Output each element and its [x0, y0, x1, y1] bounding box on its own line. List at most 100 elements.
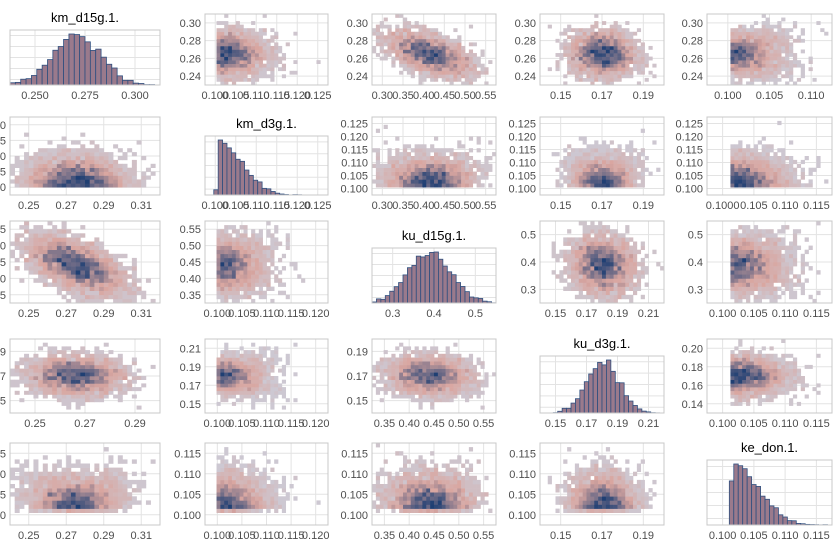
density-cell — [730, 401, 735, 406]
density-cell — [251, 405, 256, 410]
density-cell — [746, 245, 751, 250]
density-cell — [108, 278, 114, 283]
density-cell — [773, 38, 778, 43]
density-cell — [379, 21, 384, 25]
density-cell — [746, 225, 751, 230]
density-cell — [609, 56, 614, 61]
density-cell — [804, 383, 809, 388]
density-cell — [617, 237, 622, 242]
density-cell — [216, 364, 221, 369]
density-cell — [414, 346, 419, 351]
x-tick-label: 0.25 — [18, 200, 39, 212]
density-cell — [605, 237, 611, 242]
density-cell — [220, 278, 225, 283]
density-cell — [235, 45, 240, 50]
density-cell — [765, 394, 770, 399]
density-cell — [80, 398, 86, 403]
density-cell — [270, 350, 275, 355]
x-tick-label: 0.17 — [591, 200, 612, 212]
density-cell — [430, 357, 435, 362]
density-cell — [633, 60, 638, 64]
density-cell — [769, 24, 774, 29]
density-cell — [769, 245, 774, 250]
density-cell — [387, 159, 392, 165]
density-cell — [629, 294, 634, 300]
panel-border — [706, 13, 833, 86]
density-cell — [476, 167, 481, 172]
histogram-bar — [52, 49, 59, 86]
density-cell — [777, 286, 782, 291]
density-cell — [472, 42, 477, 47]
density-cell — [757, 45, 762, 50]
density-cell — [621, 262, 626, 267]
density-cell — [391, 167, 396, 172]
density-cell — [61, 136, 67, 141]
x-tick-label: 0.30 — [372, 200, 393, 212]
density-cell — [629, 249, 634, 255]
density-cell — [574, 42, 580, 47]
density-cell — [418, 179, 423, 184]
density-cell — [239, 398, 244, 403]
density-cell — [742, 31, 747, 36]
density-cell — [777, 156, 782, 161]
density-cell — [410, 387, 415, 392]
density-cell — [52, 171, 58, 176]
density-cell — [734, 233, 739, 238]
density-cell — [216, 28, 221, 33]
density-cell — [243, 368, 248, 373]
density-cell — [266, 45, 271, 50]
density-cell — [480, 383, 485, 388]
density-cell — [800, 38, 805, 43]
density-cell — [594, 241, 599, 246]
density-cell — [399, 379, 404, 384]
density-cell — [266, 49, 271, 54]
density-cell — [468, 167, 474, 172]
density-cell — [640, 53, 645, 57]
density-cell — [449, 45, 454, 50]
density-cell — [742, 266, 747, 271]
density-cell — [14, 159, 20, 165]
density-cell — [586, 245, 591, 250]
density-cell — [239, 28, 244, 33]
density-cell — [753, 183, 759, 188]
density-cell — [422, 179, 427, 184]
density-cell — [742, 361, 747, 366]
density-cell — [457, 74, 462, 79]
density-cell — [136, 140, 142, 145]
density-cell — [262, 294, 267, 300]
density-cell — [239, 357, 244, 362]
density-cell — [52, 270, 58, 275]
density-cell — [131, 372, 137, 377]
density-cell — [19, 379, 25, 384]
density-cell — [38, 148, 44, 153]
density-cell — [262, 249, 267, 255]
density-cell — [281, 405, 287, 410]
density-cell — [19, 361, 25, 366]
density-cell — [598, 245, 603, 250]
density-cell — [66, 249, 72, 255]
density-cell — [633, 156, 638, 161]
density-cell — [605, 253, 611, 259]
density-cell — [609, 253, 614, 259]
density-cell — [749, 70, 755, 75]
density-cell — [243, 274, 248, 279]
density-cell — [410, 394, 415, 399]
x-tick-label: 0.19 — [607, 308, 628, 320]
density-cell — [781, 262, 786, 267]
density-cell — [605, 77, 611, 82]
density-cell — [621, 70, 626, 75]
density-cell — [785, 156, 790, 161]
density-cell — [742, 357, 747, 362]
density-cell — [56, 237, 62, 242]
density-cell — [578, 70, 583, 75]
density-cell — [765, 24, 770, 29]
density-cell — [224, 376, 229, 380]
density-cell — [395, 28, 400, 33]
density-cell — [375, 156, 381, 161]
density-cell — [598, 45, 603, 50]
density-cell — [437, 60, 443, 64]
density-cell — [742, 53, 747, 57]
density-cell — [571, 63, 576, 68]
histogram-bar — [100, 56, 107, 86]
density-cell — [262, 14, 267, 18]
